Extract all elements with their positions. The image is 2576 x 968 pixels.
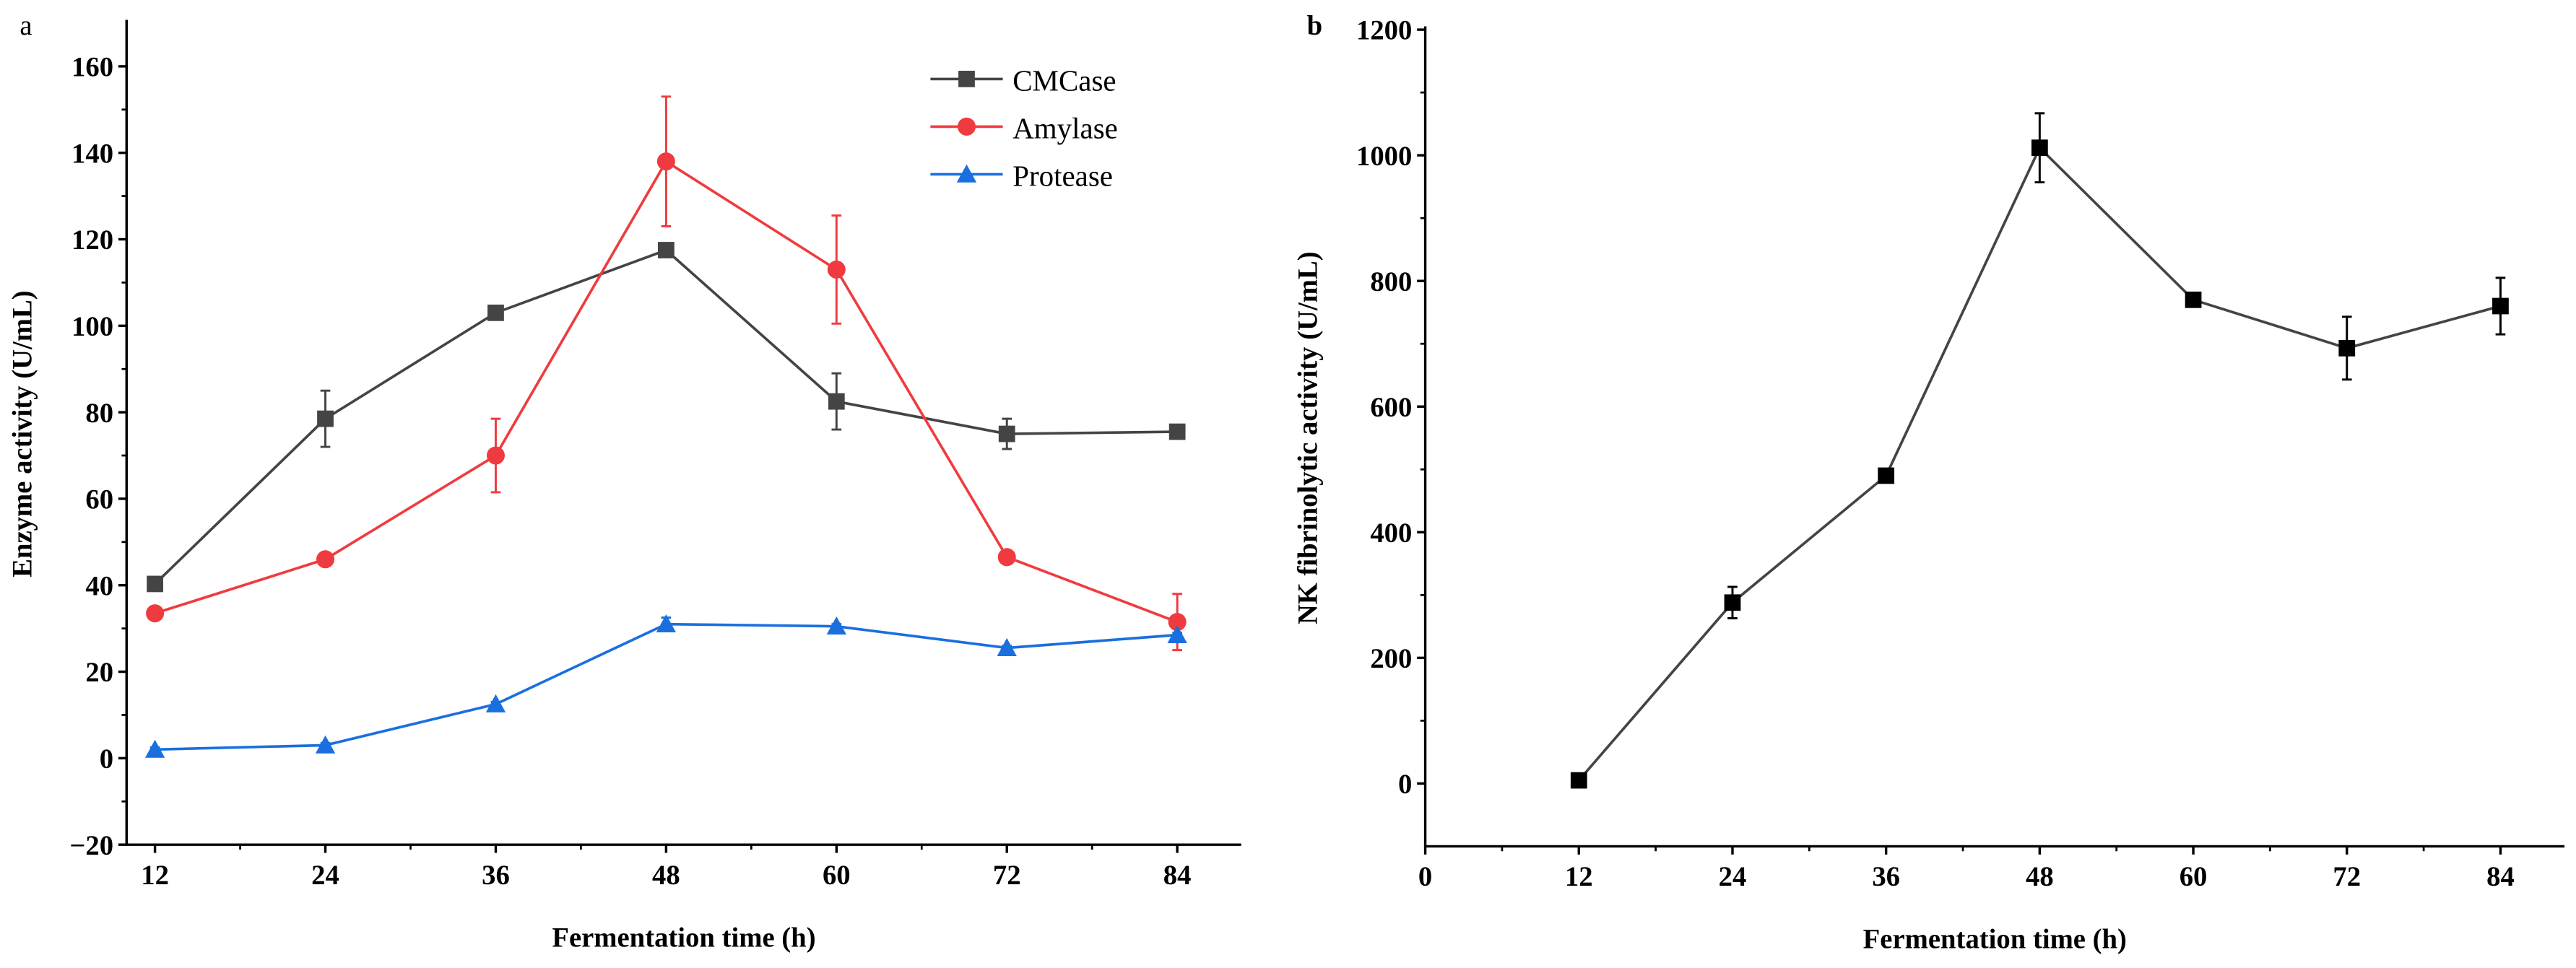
marker-square (147, 575, 163, 593)
x-tick-label: 60 (2180, 862, 2208, 892)
y-tick-label: 0 (100, 744, 113, 775)
x-axis-title: Fermentation time (h) (1863, 925, 2127, 955)
marker-triangle (656, 614, 677, 633)
series-line (155, 622, 1178, 751)
y-tick-label: 140 (71, 139, 113, 169)
y-tick-label: 40 (85, 571, 113, 601)
x-tick-label: 0 (1418, 862, 1432, 892)
marker-square (828, 393, 845, 410)
axes (1423, 26, 2565, 848)
x-tick-label: 36 (1872, 862, 1900, 892)
y-axis-title: NK fibrinolytic activity (U/mL) (1293, 251, 1323, 624)
y-tick-label: 0 (1398, 769, 1412, 800)
y-tick-label: 1200 (1356, 16, 1412, 46)
series-nk-fibrinolytic-activity (1570, 112, 2509, 789)
y-tick-label: 100 (71, 312, 113, 342)
series-amylase (146, 95, 1187, 652)
marker-triangle (956, 164, 977, 183)
y-axis-title: Enzyme activity (U/mL) (7, 290, 38, 577)
x-tick-label: 24 (311, 860, 339, 891)
marker-square (1724, 594, 1741, 611)
legend-label: Amylase (1012, 111, 1118, 144)
y-tick-label: 200 (1370, 644, 1412, 674)
legend-item: Protease (930, 159, 1113, 192)
legend-label: CMCase (1012, 64, 1116, 97)
series-cmcase (147, 242, 1186, 593)
x-tick-label: 36 (482, 860, 510, 891)
legend-item: Amylase (930, 111, 1118, 144)
marker-triangle (997, 637, 1017, 656)
marker-triangle (144, 739, 165, 758)
x-tick-label: 60 (823, 860, 851, 891)
marker-square (317, 410, 334, 427)
y-tick-label: 1000 (1356, 141, 1412, 172)
panel-label-a: a (19, 11, 32, 41)
marker-circle (957, 117, 976, 136)
marker-square (487, 304, 504, 321)
marker-square (1570, 772, 1587, 789)
marker-triangle (315, 735, 336, 754)
legend-label: Protease (1012, 159, 1113, 192)
series-line (1577, 145, 2501, 782)
marker-circle (656, 152, 675, 171)
y-tick-label: 600 (1370, 393, 1412, 423)
x-tick-label: 48 (652, 860, 680, 891)
y-tick-label: −20 (69, 831, 113, 861)
x-tick-label: 24 (1719, 862, 1747, 892)
y-tick-label: 160 (71, 53, 113, 83)
panel-label-b: b (1307, 11, 1323, 41)
y-tick-label: 80 (85, 398, 113, 429)
x-tick-label: 12 (141, 860, 169, 891)
marker-square (1878, 467, 1895, 484)
marker-square (1168, 423, 1186, 440)
y-tick-label: 20 (85, 658, 113, 688)
marker-circle (827, 260, 846, 279)
legend-item: CMCase (930, 64, 1116, 97)
marker-square (998, 425, 1015, 442)
marker-square (2031, 139, 2048, 157)
y-tick-label: 400 (1370, 518, 1412, 549)
marker-square (657, 242, 675, 258)
marker-square (2492, 297, 2509, 315)
x-tick-label: 12 (1565, 862, 1593, 892)
marker-square (958, 71, 975, 87)
x-tick-label: 84 (1163, 860, 1192, 891)
series-line (154, 248, 1178, 585)
x-tick-label: 72 (2333, 862, 2361, 892)
chart-b: 0 200 400 600 800 1000 1200 0 12 24 36 48 60 72 84 Ferm… (1293, 16, 2565, 955)
marker-circle (1168, 613, 1187, 632)
marker-circle (486, 446, 505, 465)
marker-circle (316, 550, 335, 569)
x-axis-title: Fermentation time (h) (552, 923, 815, 953)
x-tick-label: 48 (2026, 862, 2054, 892)
y-tick-label: 120 (71, 225, 113, 256)
series-protease (144, 614, 1187, 758)
marker-circle (146, 604, 165, 623)
y-tick-label: 60 (85, 485, 113, 515)
series-line (155, 160, 1178, 624)
x-tick-label: 84 (2486, 862, 2515, 892)
marker-triangle (485, 694, 506, 712)
marker-triangle (826, 616, 846, 635)
marker-triangle (1167, 624, 1187, 644)
x-tick-label: 72 (993, 860, 1021, 891)
marker-circle (997, 548, 1016, 567)
marker-square (2338, 339, 2356, 357)
y-tick-label: 800 (1370, 267, 1412, 297)
chart-a: −20 0 20 40 60 80 100 120 140 160 12 24 36 48 60 72 84 Fe… (7, 19, 1241, 953)
marker-square (2185, 291, 2202, 308)
